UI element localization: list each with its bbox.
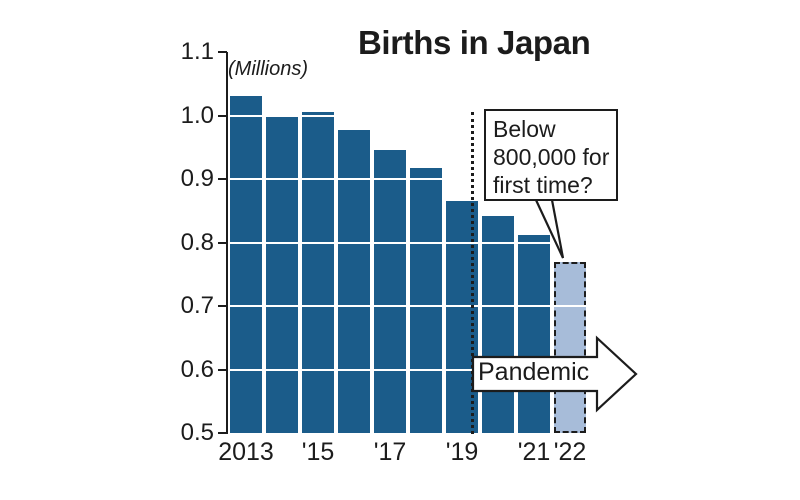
bar-2020 — [482, 216, 514, 433]
y-tick-mark — [218, 178, 227, 180]
gridline — [228, 241, 588, 244]
bar-2013 — [230, 96, 262, 433]
y-tick-mark — [218, 368, 227, 371]
gridline — [228, 114, 588, 117]
x-tick-label-2022: '22 — [553, 438, 587, 466]
gridline — [228, 178, 588, 180]
pandemic-label: Pandemic — [478, 358, 590, 386]
x-tick-label-2015: '15 — [301, 438, 335, 466]
y-axis-line — [226, 52, 228, 434]
bar-2015 — [302, 111, 334, 433]
y-tick-mark — [218, 241, 227, 244]
y-tick-label: 0.5 — [180, 419, 214, 446]
gridline — [228, 368, 588, 371]
plot-area — [228, 52, 588, 433]
bar-2022 — [554, 261, 586, 433]
pandemic-divider-line — [471, 112, 474, 434]
y-tick-label: 0.9 — [180, 165, 214, 192]
y-tick-label: 0.8 — [180, 228, 214, 256]
y-tick-label: 0.6 — [180, 355, 214, 383]
bar-2014 — [266, 114, 298, 433]
callout-line-1: Below — [493, 116, 556, 142]
x-tick-label-2017: '17 — [373, 438, 407, 466]
callout-line-3: first time? — [493, 172, 593, 198]
y-tick-label: 0.7 — [180, 292, 214, 319]
y-tick-mark — [218, 51, 227, 53]
y-tick-mark — [218, 114, 227, 117]
callout-box: Below 800,000 for first time? — [484, 109, 618, 201]
bar-2018 — [410, 167, 442, 433]
y-tick-label: 1.0 — [180, 101, 214, 129]
page-title: Births in Japan — [358, 24, 591, 61]
y-tick-mark — [218, 305, 227, 307]
callout-line-2: 800,000 for — [493, 144, 610, 170]
y-tick-label: 1.1 — [180, 38, 214, 65]
x-tick-label-2021: '21 — [517, 438, 551, 466]
x-tick-label-2019: '19 — [445, 438, 479, 466]
bar-2021 — [518, 234, 550, 433]
x-tick-label-2013: 2013 — [218, 438, 274, 466]
bar-2017 — [374, 149, 406, 433]
gridline — [228, 305, 588, 307]
y-tick-mark — [218, 432, 227, 434]
bar-2016 — [338, 130, 370, 433]
y-axis-units-label: (Millions) — [228, 58, 308, 80]
